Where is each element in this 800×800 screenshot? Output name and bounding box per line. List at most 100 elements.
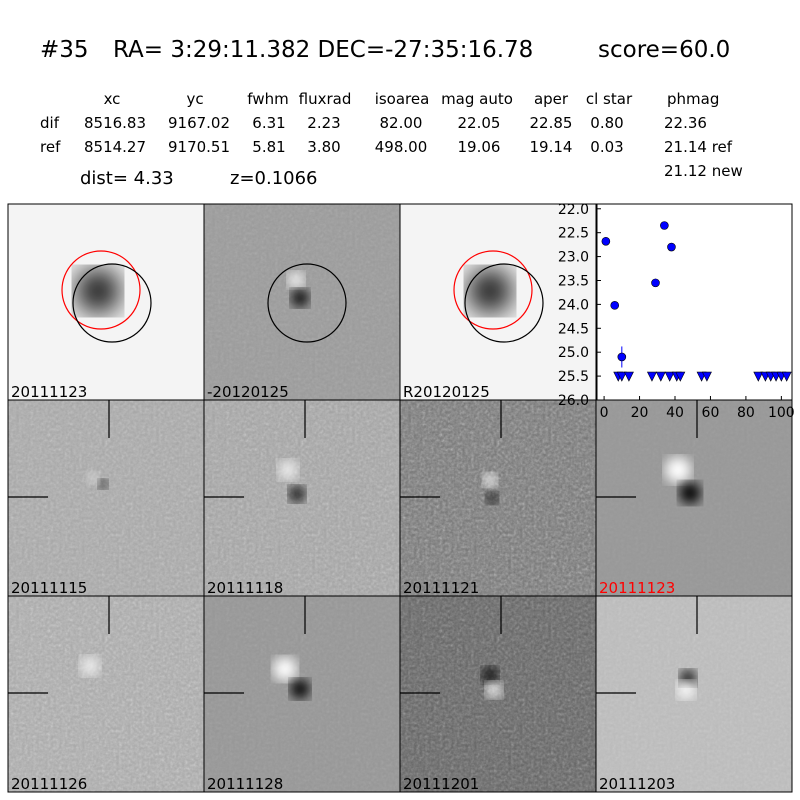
cell: 21.14 ref bbox=[664, 138, 733, 156]
point bbox=[651, 278, 660, 288]
upper-limit bbox=[781, 371, 792, 382]
panel-border bbox=[595, 595, 793, 793]
column-header: aper bbox=[534, 90, 569, 108]
image bbox=[204, 400, 400, 596]
source-blob bbox=[76, 269, 120, 313]
y-tick-label: 26.0 bbox=[558, 393, 589, 409]
image-panel: 20111121 bbox=[399, 399, 597, 597]
upper-limit bbox=[646, 371, 657, 382]
y-tick-label: 24.5 bbox=[558, 321, 589, 337]
source-blob bbox=[290, 679, 310, 699]
upper-limit bbox=[753, 371, 764, 382]
score: score=60.0 bbox=[598, 37, 730, 63]
cell: 9167.02 bbox=[168, 114, 230, 132]
cell: 19.06 bbox=[458, 138, 501, 156]
column-header: phmag bbox=[667, 90, 719, 108]
image-panel: 20111126 bbox=[7, 595, 205, 793]
source-blob bbox=[468, 269, 512, 313]
source-blob bbox=[486, 682, 502, 698]
source-blob bbox=[278, 460, 298, 480]
source-blob bbox=[665, 457, 691, 483]
cell: 22.05 bbox=[458, 114, 501, 132]
column-header: xc bbox=[104, 90, 121, 108]
aperture bbox=[72, 263, 152, 343]
light-curve: 22.0 22.5 23.0 23.5 24.0 24.5 25.0 25.5 26.0 0 20 4… bbox=[558, 202, 795, 421]
cell: 5.81 bbox=[252, 138, 285, 156]
source-blob bbox=[87, 472, 99, 484]
y-tick-label: 22.0 bbox=[558, 202, 589, 218]
point bbox=[667, 242, 676, 252]
image bbox=[204, 204, 400, 400]
aperture bbox=[61, 250, 141, 330]
cell: 6.31 bbox=[252, 114, 285, 132]
aperture bbox=[464, 263, 544, 343]
source-blob bbox=[486, 492, 498, 504]
image bbox=[400, 400, 596, 596]
image-panel: -20120125 bbox=[203, 203, 401, 401]
distance: dist= 4.33 bbox=[80, 168, 174, 189]
image bbox=[400, 596, 596, 792]
image-panel: 20111115 bbox=[7, 399, 205, 597]
source-blob bbox=[483, 473, 497, 487]
image-panel: 20111123 bbox=[595, 399, 793, 597]
panel-label: 20111201 bbox=[403, 775, 479, 793]
image bbox=[596, 596, 792, 792]
upper-limit bbox=[616, 371, 627, 382]
source-blob bbox=[291, 289, 309, 307]
panel-label: R20120125 bbox=[403, 383, 490, 401]
upper-limit bbox=[655, 371, 666, 382]
column-header: mag auto bbox=[441, 90, 513, 108]
aperture bbox=[267, 263, 347, 343]
source-blob bbox=[288, 272, 304, 288]
cell: 82.00 bbox=[380, 114, 423, 132]
panel-label: 20111115 bbox=[11, 579, 87, 597]
column-header: isoarea bbox=[375, 90, 430, 108]
source-blob bbox=[273, 657, 297, 681]
plot-area bbox=[596, 203, 793, 401]
panel-label: 20111128 bbox=[207, 775, 283, 793]
source-blob bbox=[679, 482, 701, 504]
panel-label: 20111118 bbox=[207, 579, 283, 597]
y-tick-label: 24.0 bbox=[558, 297, 589, 313]
y-tick-label: 23.5 bbox=[558, 273, 589, 289]
image bbox=[400, 204, 596, 400]
cell: 22.85 bbox=[530, 114, 573, 132]
image-panel: 20111201 bbox=[399, 595, 597, 793]
phmag-new: 21.12 new bbox=[664, 162, 743, 180]
y-tick-label: 25.0 bbox=[558, 345, 589, 361]
cell: 0.03 bbox=[590, 138, 623, 156]
panel-label: 20111203 bbox=[599, 775, 675, 793]
source-blob bbox=[289, 486, 305, 502]
column-header: fluxrad bbox=[299, 90, 352, 108]
x-tick-label: 80 bbox=[737, 405, 755, 421]
column-header: yc bbox=[186, 90, 203, 108]
cell: 19.14 bbox=[530, 138, 573, 156]
panel-label: -20120125 bbox=[207, 383, 289, 401]
noise bbox=[8, 400, 204, 596]
y-tick-label: 25.5 bbox=[558, 369, 589, 385]
y-tick-label: 22.5 bbox=[558, 226, 589, 242]
column-header: fwhm bbox=[247, 90, 288, 108]
parameter-table: xc yc fwhm fluxrad isoarea mag auto aper cl sta… bbox=[40, 90, 733, 156]
point bbox=[660, 221, 669, 230]
image-panel: R20120125 bbox=[399, 203, 597, 401]
upper-limit bbox=[675, 371, 686, 382]
cell: 22.36 bbox=[664, 114, 707, 132]
candidate-id: #35 bbox=[40, 37, 89, 63]
cell: 498.00 bbox=[375, 138, 428, 156]
panel-label: 20111123 bbox=[11, 383, 87, 401]
cell: 8516.83 bbox=[84, 114, 146, 132]
x-tick-label: 100 bbox=[768, 405, 795, 421]
panel-label: 20111126 bbox=[11, 775, 87, 793]
image-panel: 20111123 bbox=[7, 203, 205, 401]
cell: 2.23 bbox=[307, 114, 340, 132]
image bbox=[596, 400, 792, 596]
x-tick-label: 60 bbox=[702, 405, 720, 421]
point bbox=[601, 236, 611, 246]
cell: 9170.51 bbox=[168, 138, 230, 156]
row-label: ref bbox=[40, 138, 61, 156]
upper-limit bbox=[664, 371, 675, 382]
x-tick-label: 20 bbox=[631, 405, 649, 421]
